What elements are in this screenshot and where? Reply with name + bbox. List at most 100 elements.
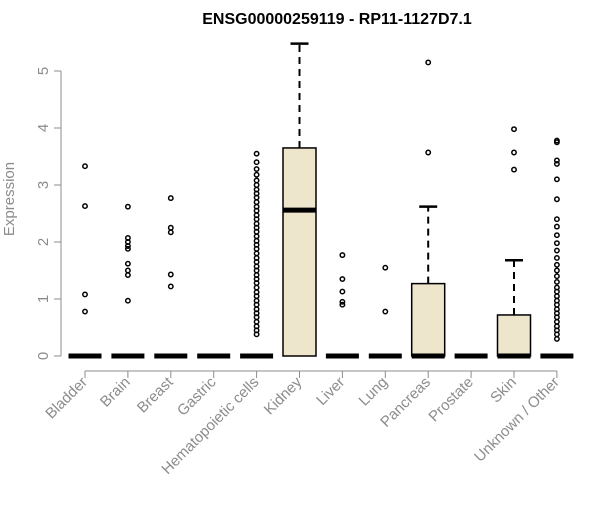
outlier-point: [253, 284, 260, 291]
outlier-point: [253, 272, 260, 279]
outlier-point: [553, 306, 560, 313]
outlier-point: [253, 318, 260, 325]
outlier-point: [553, 216, 560, 223]
outlier-point: [253, 171, 260, 178]
outlier-point: [124, 245, 131, 252]
outlier-point: [124, 272, 131, 279]
outlier-point: [253, 323, 260, 330]
box-group: [68, 163, 102, 359]
outlier-point: [124, 297, 131, 304]
outlier-point: [553, 273, 560, 280]
outlier-point: [253, 212, 260, 219]
outlier-point: [124, 260, 131, 267]
outlier-point: [382, 264, 389, 271]
outlier-point: [253, 297, 260, 304]
x-tick-label: Lung: [356, 374, 392, 410]
outlier-point: [511, 166, 517, 173]
outlier-point: [253, 177, 260, 184]
outlier-point: [553, 157, 560, 164]
outlier-point: [82, 163, 88, 170]
outlier-point: [253, 263, 260, 270]
outlier-point: [253, 250, 260, 257]
y-tick-label: 2: [35, 238, 52, 246]
outlier-point: [253, 233, 260, 240]
chart-title: ENSG00000259119 - RP11-1127D7.1: [202, 11, 472, 28]
outlier-point: [553, 261, 560, 268]
box-group: [325, 252, 359, 359]
outlier-point: [167, 195, 174, 202]
x-tick-label: Bladder: [42, 374, 91, 423]
box-group: [282, 42, 317, 357]
box-group: [368, 264, 402, 359]
outlier-point: [553, 137, 560, 144]
x-tick-label: Kidney: [261, 373, 306, 418]
x-tick-label: Liver: [313, 374, 348, 409]
box-iqr: [410, 282, 446, 357]
outlier-point: [124, 203, 131, 210]
outlier-point: [253, 186, 260, 193]
outlier-point: [553, 323, 560, 330]
x-tick-label: Prostate: [425, 374, 477, 426]
outlier-point: [425, 149, 432, 156]
box-group: [240, 150, 274, 359]
box-group: [111, 203, 145, 359]
outlier-point: [253, 237, 260, 244]
outlier-point: [253, 289, 260, 296]
outlier-point: [124, 235, 131, 241]
box-iqr: [282, 147, 317, 357]
box-group: [410, 59, 446, 359]
outlier-point: [253, 306, 260, 313]
y-tick-label: 0: [35, 352, 52, 360]
outlier-point: [511, 126, 517, 133]
outlier-point: [253, 150, 260, 157]
outlier-point: [553, 278, 560, 285]
outlier-point: [339, 252, 346, 259]
x-tick-label: Brain: [97, 374, 134, 411]
box-group: [540, 137, 574, 359]
outlier-point: [553, 176, 560, 183]
y-tick-label: 4: [35, 124, 52, 132]
outlier-point: [553, 232, 560, 239]
outlier-point: [253, 203, 260, 210]
outlier-point: [553, 160, 560, 167]
outlier-point: [553, 284, 560, 291]
outlier-point: [553, 335, 560, 342]
y-tick-label: 1: [35, 295, 52, 303]
y-axis-ticks: 0 1 2 3 4 5: [35, 67, 61, 360]
box-series: [68, 42, 574, 359]
outlier-point: [553, 297, 560, 304]
outlier-point: [253, 166, 260, 172]
outlier-point: [553, 255, 560, 261]
outlier-point: [124, 267, 131, 274]
outlier-point: [253, 220, 260, 227]
outlier-point: [553, 223, 560, 230]
outlier-point: [553, 240, 560, 247]
outlier-point: [511, 149, 517, 156]
outlier-point: [339, 301, 346, 308]
y-tick-label: 5: [35, 67, 52, 75]
box-iqr: [496, 314, 532, 357]
box-group: [496, 126, 532, 359]
x-tick-label: Breast: [134, 373, 177, 416]
outlier-point: [167, 283, 174, 290]
outlier-point: [553, 318, 560, 325]
y-tick-label: 3: [35, 181, 52, 189]
outlier-point: [553, 196, 560, 203]
outlier-point: [82, 308, 88, 315]
outlier-point: [553, 247, 560, 254]
outlier-point: [167, 224, 174, 231]
outlier-point: [339, 288, 346, 295]
outlier-point: [253, 199, 260, 206]
outlier-point: [553, 293, 560, 300]
outlier-point: [253, 255, 260, 261]
outlier-point: [382, 308, 389, 315]
y-axis-label: Expression: [1, 162, 18, 236]
x-tick-label: Skin: [487, 374, 520, 407]
outlier-point: [167, 271, 174, 278]
outlier-point: [167, 229, 174, 236]
box-group: [154, 195, 188, 359]
outlier-point: [82, 291, 88, 298]
